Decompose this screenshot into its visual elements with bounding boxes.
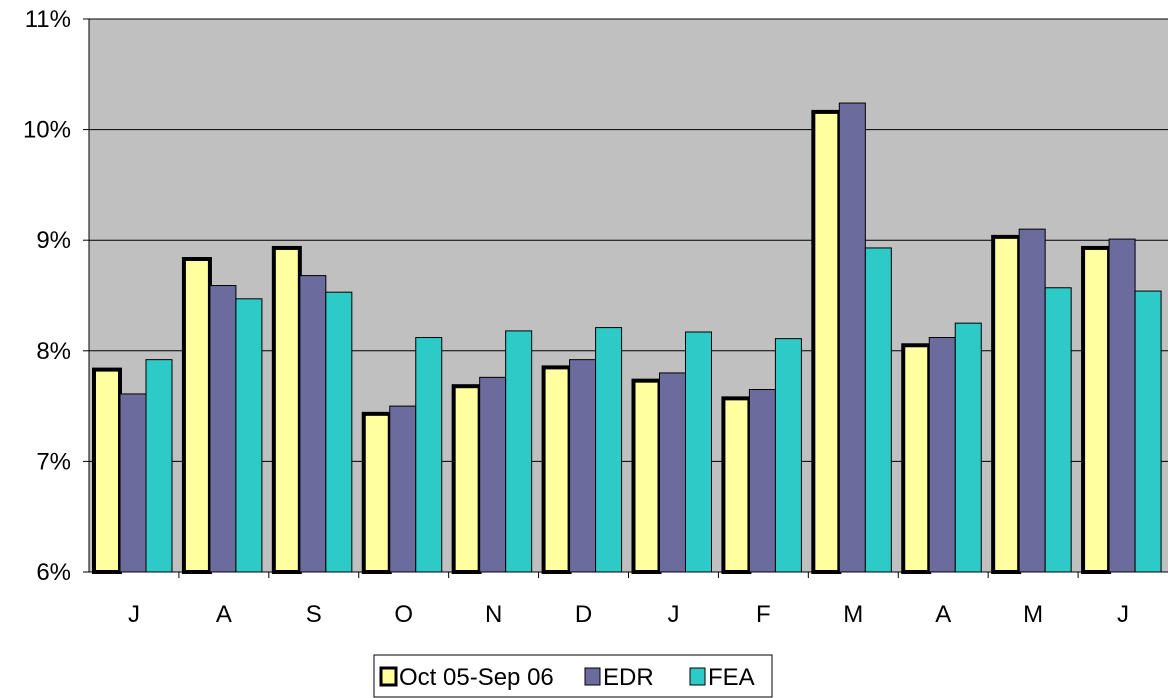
bar-oct-05-sep-06-10 [991, 234, 1022, 575]
bar-fea-5 [595, 327, 623, 573]
bar-edr-8 [838, 102, 866, 573]
plot-area [89, 19, 1168, 572]
legend-swatch-fea [689, 667, 706, 686]
bar-edr-6 [659, 372, 686, 573]
bar-edr-0 [119, 393, 147, 573]
bar-edr-4 [479, 376, 507, 573]
bar-oct-05-sep-06-0 [92, 367, 122, 574]
x-tick-label: J [128, 601, 140, 628]
bar-fea-4 [505, 330, 533, 573]
gridlines [89, 18, 1168, 462]
y-tick-label: 6% [36, 559, 71, 586]
bar-edr-5 [569, 359, 597, 573]
x-tick-label: S [306, 601, 322, 628]
bar-fea-6 [685, 331, 712, 573]
x-tick-label: F [756, 601, 771, 628]
legend-swatch-oct-05-sep-06 [379, 666, 398, 687]
bar-oct-05-sep-06-2 [271, 245, 302, 575]
bar-edr-9 [928, 337, 956, 573]
x-tick-label: N [485, 601, 502, 628]
x-tick-label: D [575, 601, 592, 628]
bar-fea-9 [954, 322, 982, 573]
bar-edr-10 [1018, 228, 1046, 573]
axes [83, 18, 1168, 578]
bar-fea-3 [415, 337, 443, 573]
bar-oct-05-sep-06-9 [901, 343, 932, 574]
bar-edr-3 [389, 405, 417, 573]
bar-fea-2 [325, 291, 353, 573]
legend: Oct 05-Sep 06 EDR FEA [373, 654, 773, 698]
y-tick-label: 8% [36, 338, 71, 365]
bar-edr-2 [299, 275, 327, 573]
bar-edr-7 [748, 389, 776, 573]
bar-oct-05-sep-06-11 [1081, 245, 1112, 575]
bar-oct-05-sep-06-5 [541, 365, 572, 575]
bar-edr-11 [1108, 238, 1136, 573]
x-tick-label: A [935, 601, 951, 628]
bar-fea-11 [1134, 290, 1162, 573]
legend-label-edr: EDR [603, 664, 654, 691]
y-tick-label: 7% [36, 448, 71, 475]
legend-label-oct-05-sep-06: Oct 05-Sep 06 [399, 664, 554, 691]
bar-oct-05-sep-06-1 [181, 257, 212, 574]
x-tick-label: M [1023, 601, 1043, 628]
bar-oct-05-sep-06-7 [721, 396, 752, 574]
x-tick-label: J [667, 601, 679, 628]
bar-fea-8 [864, 247, 892, 573]
legend-label-fea: FEA [708, 664, 755, 691]
bar-fea-10 [1044, 287, 1072, 573]
bar-fea-0 [145, 359, 173, 573]
bar-oct-05-sep-06-8 [811, 109, 842, 575]
x-tick-label: M [843, 601, 863, 628]
y-tick-label: 11% [25, 6, 71, 33]
legend-swatch-edr [584, 667, 601, 686]
bar-oct-05-sep-06-3 [361, 411, 392, 575]
bar-fea-1 [235, 298, 263, 573]
bar-fea-7 [774, 338, 802, 573]
legend-box [373, 654, 773, 698]
x-tick-label: J [1117, 601, 1129, 628]
y-tick-labels: 6% 7% 8% 9% 10% 11% [23, 6, 71, 586]
bar-oct-05-sep-06-6 [631, 378, 662, 574]
y-tick-label: 9% [36, 227, 71, 254]
x-tick-label: A [216, 601, 232, 628]
y-tick-label: 10% [23, 117, 71, 144]
bar-oct-05-sep-06-4 [451, 384, 482, 574]
x-tick-label: O [394, 601, 413, 628]
bar-edr-1 [209, 285, 237, 573]
